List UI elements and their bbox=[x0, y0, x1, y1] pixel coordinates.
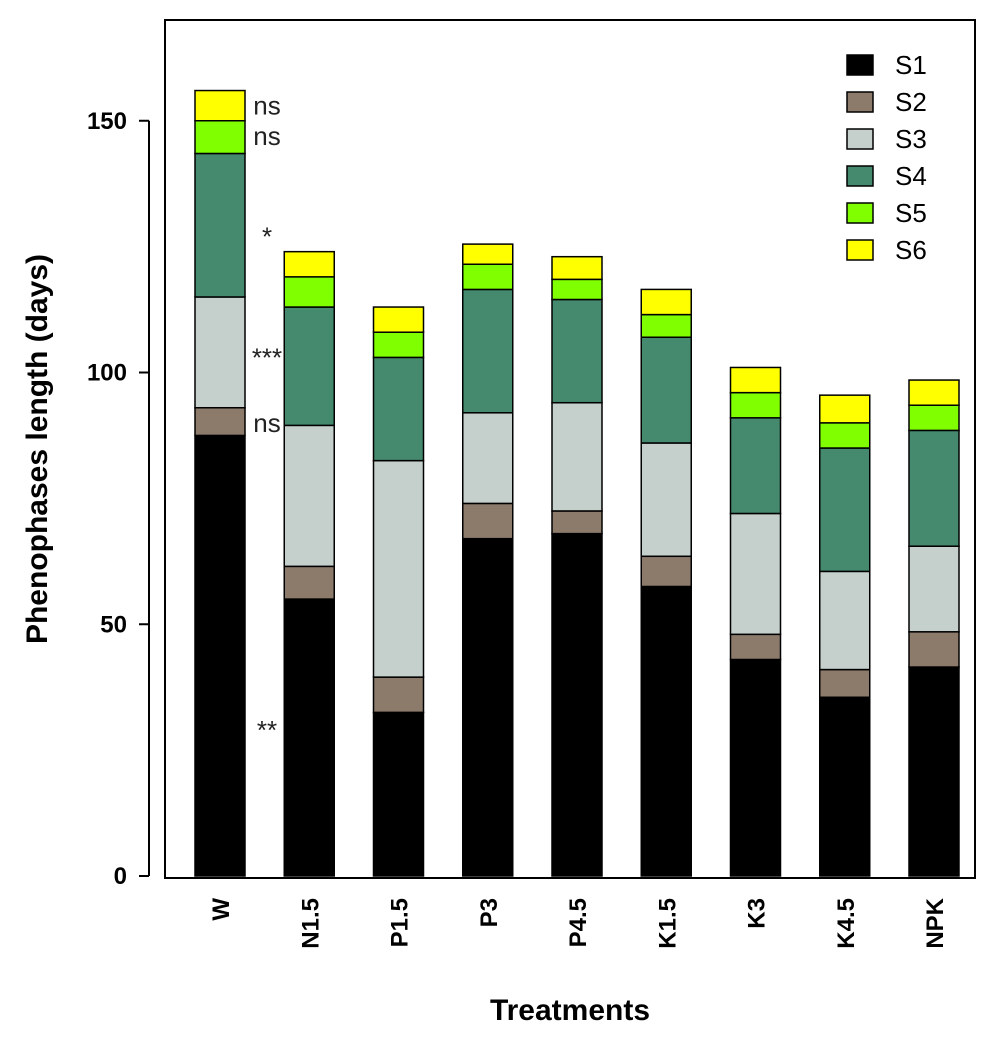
bar-segment-s3-p3 bbox=[462, 412, 514, 505]
plot-frame bbox=[164, 19, 976, 879]
x-tick-label: W bbox=[208, 898, 235, 921]
significance-label: ns bbox=[253, 91, 280, 121]
bar-segment-s1-k3 bbox=[729, 658, 782, 877]
significance-label: ns bbox=[253, 121, 280, 151]
y-tick-label: 150 bbox=[87, 108, 127, 135]
y-tick-label: 50 bbox=[100, 611, 127, 638]
bar-segment-s5-npk bbox=[908, 404, 960, 432]
bar-segment-s5-p4-5 bbox=[551, 278, 603, 301]
bar-segment-s6-npk bbox=[908, 379, 960, 406]
bar-segment-s1-npk bbox=[908, 666, 960, 877]
legend-label-s3: S3 bbox=[895, 124, 927, 154]
bar-segment-s1-k1-5 bbox=[640, 585, 692, 877]
bar-segment-s3-npk bbox=[908, 545, 960, 633]
y-axis-title: Phenophases length (days) bbox=[21, 254, 54, 644]
bar-segment-s3-p4-5 bbox=[551, 401, 603, 512]
bar-segment-s1-n1-5 bbox=[283, 598, 335, 877]
legend-swatch-s3 bbox=[846, 128, 874, 150]
bar-segment-s2-npk bbox=[908, 631, 960, 668]
legend-label-s4: S4 bbox=[895, 161, 927, 191]
bar-segment-s6-p3 bbox=[462, 243, 514, 265]
bar-segment-s2-k3 bbox=[729, 633, 782, 661]
bar-segment-s5-n1-5 bbox=[283, 276, 335, 308]
legend-swatch-s5 bbox=[846, 202, 874, 224]
legend-swatch-s1 bbox=[846, 54, 874, 76]
bar-segment-s4-n1-5 bbox=[283, 306, 335, 427]
legend-swatch-s4 bbox=[846, 165, 874, 187]
bar-segment-s5-k3 bbox=[729, 391, 782, 419]
bar-segment-s5-w bbox=[194, 120, 246, 155]
bar-segment-s6-k3 bbox=[729, 366, 782, 394]
bar-segment-s3-k4-5 bbox=[819, 570, 871, 671]
x-tick-label: K3 bbox=[744, 898, 771, 929]
bars bbox=[194, 89, 960, 877]
bar-segment-s2-n1-5 bbox=[283, 565, 335, 600]
bar-segment-s1-p1-5 bbox=[372, 711, 425, 877]
bar-segment-s6-n1-5 bbox=[283, 250, 335, 278]
x-tick-label: N1.5 bbox=[297, 898, 324, 949]
x-axis-tick-labels: W N1.5 P1.5 P3 P4.5 K1.5 K3 K4.5 NPK bbox=[208, 897, 949, 948]
bar-segment-s2-p3 bbox=[462, 502, 514, 540]
x-tick-label: K4.5 bbox=[833, 898, 860, 949]
legend-label-s5: S5 bbox=[895, 198, 927, 228]
bar-segment-s2-p4-5 bbox=[551, 510, 603, 535]
x-axis-title: Treatments bbox=[490, 994, 650, 1027]
bar-segment-s4-k1-5 bbox=[640, 336, 692, 444]
bar-segment-s4-npk bbox=[908, 429, 960, 547]
significance-label: * bbox=[262, 222, 272, 252]
x-tick-label: NPK bbox=[922, 897, 949, 948]
bar-segment-s1-p3 bbox=[462, 537, 514, 877]
legend-label-s2: S2 bbox=[895, 87, 927, 117]
bar-segment-s2-w bbox=[194, 406, 246, 437]
legend: S1 S2 S3 S4 S5 S6 bbox=[846, 50, 927, 265]
y-tick-label: 0 bbox=[114, 863, 127, 890]
bar-segment-s3-p1-5 bbox=[372, 459, 425, 678]
bar-segment-s3-k3 bbox=[729, 512, 782, 636]
legend-label-s1: S1 bbox=[895, 50, 927, 80]
bar-segment-s5-p1-5 bbox=[372, 331, 425, 359]
bar-segment-s6-k4-5 bbox=[819, 394, 871, 424]
x-tick-label: P3 bbox=[476, 898, 503, 927]
bar-segment-s4-w bbox=[194, 152, 246, 298]
legend-swatch-s6 bbox=[846, 239, 874, 261]
x-tick-label: P4.5 bbox=[565, 898, 592, 947]
x-tick-label: P1.5 bbox=[387, 898, 414, 947]
y-tick-label: 100 bbox=[87, 360, 127, 387]
y-axis: 0 50 100 150 bbox=[87, 108, 150, 890]
bar-segment-s6-w bbox=[194, 89, 246, 122]
significance-label: ** bbox=[257, 715, 277, 745]
bar-segment-s6-k1-5 bbox=[640, 288, 692, 316]
bar-segment-s5-p3 bbox=[462, 263, 514, 291]
bar-segment-s1-p4-5 bbox=[551, 532, 603, 877]
bar-segment-s3-n1-5 bbox=[283, 424, 335, 568]
bar-segment-s6-p4-5 bbox=[551, 255, 603, 281]
bar-segment-s1-w bbox=[194, 434, 246, 877]
bar-segment-s4-p3 bbox=[462, 288, 514, 414]
bar-segment-s4-k4-5 bbox=[819, 447, 871, 573]
bar-segment-s4-p1-5 bbox=[372, 356, 425, 462]
bar-segment-s6-p1-5 bbox=[372, 306, 425, 333]
legend-swatch-s2 bbox=[846, 91, 874, 113]
bar-segment-s1-k4-5 bbox=[819, 696, 871, 877]
x-tick-label: K1.5 bbox=[654, 898, 681, 949]
significance-label: *** bbox=[252, 342, 282, 372]
bar-segment-s2-k4-5 bbox=[819, 668, 871, 699]
bar-segment-s5-k4-5 bbox=[819, 422, 871, 449]
significance-label: ns bbox=[253, 408, 280, 438]
bar-segment-s4-p4-5 bbox=[551, 298, 603, 404]
bar-segment-s3-k1-5 bbox=[640, 442, 692, 558]
bar-segment-s5-k1-5 bbox=[640, 313, 692, 339]
bar-segment-s4-k3 bbox=[729, 417, 782, 515]
bar-segment-s3-w bbox=[194, 296, 246, 409]
bar-segment-s2-p1-5 bbox=[372, 676, 425, 714]
legend-label-s6: S6 bbox=[895, 235, 927, 265]
bar-segment-s2-k1-5 bbox=[640, 555, 692, 588]
